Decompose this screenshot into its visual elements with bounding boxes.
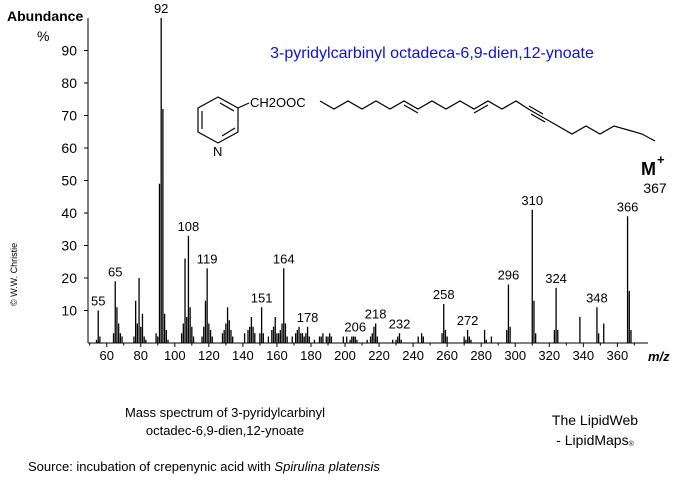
- peak-label: 206: [344, 320, 366, 335]
- source-note: Source: incubation of crepenynic acid wi…: [28, 459, 380, 474]
- y-tick-label: 50: [61, 173, 77, 189]
- x-tick-label: 360: [607, 348, 629, 363]
- brand-block: The LipidWeb - LipidMaps®: [540, 410, 650, 455]
- peak-label: 324: [545, 271, 567, 286]
- caption-line-1: Mass spectrum of 3-pyridylcarbinyl: [124, 405, 326, 420]
- peak-label: 296: [498, 268, 520, 283]
- y-axis-unit: %: [37, 28, 49, 44]
- peak-label: 258: [433, 287, 455, 302]
- peak-label: 272: [457, 313, 479, 328]
- peak-label: 366: [617, 199, 639, 214]
- y-tick-label: 90: [61, 43, 77, 59]
- x-tick-label: 140: [232, 348, 254, 363]
- peak-label: 65: [108, 264, 122, 279]
- x-tick-label: 320: [538, 348, 560, 363]
- x-tick-label: 260: [436, 348, 458, 363]
- x-tick-label: 200: [334, 348, 356, 363]
- x-axis-label: m/z: [648, 349, 670, 364]
- figure-caption: Mass spectrum of 3-pyridylcarbinyl octad…: [100, 404, 350, 440]
- chart-axes: [87, 18, 648, 344]
- chart-title: 3-pyridylcarbinyl octadeca-6,9-dien,12-y…: [270, 45, 594, 62]
- double-bond-9: [403, 104, 419, 114]
- ester-group-label: CH2OOC: [250, 95, 306, 110]
- molecular-ion-annotation: M + 367: [641, 152, 667, 196]
- peak-label: 108: [178, 219, 200, 234]
- y-tick-label: 20: [61, 270, 77, 286]
- double-bond-12: [473, 104, 489, 114]
- peak-label: 348: [586, 290, 608, 305]
- peak-label: 218: [365, 307, 387, 322]
- x-tick-label: 80: [134, 348, 148, 363]
- peak-label: 55: [91, 294, 105, 309]
- y-tick-label: 10: [61, 303, 77, 319]
- x-tick-label: 180: [300, 348, 322, 363]
- pyridine-ring: [197, 96, 239, 144]
- source-organism: Spirulina platensis: [274, 459, 380, 474]
- brand-line-2: - LipidMaps®: [540, 430, 650, 455]
- x-tick-label: 280: [470, 348, 492, 363]
- peak-label: 92: [154, 1, 168, 16]
- y-tick-label: 80: [61, 75, 77, 91]
- x-tick-label: 120: [198, 348, 220, 363]
- x-tick-label: 160: [266, 348, 288, 363]
- peak-label: 232: [389, 316, 411, 331]
- copyright-notice: © W.W. Christie: [9, 243, 19, 306]
- caption-line-2: octadec-6,9-dien,12-ynoate: [145, 423, 305, 438]
- molecular-ion-mz: 367: [643, 180, 667, 196]
- source-prefix: Source: incubation of crepenynic acid wi…: [28, 459, 275, 474]
- x-tick-label: 340: [572, 348, 594, 363]
- peak-label: 310: [521, 193, 543, 208]
- brand-line-1: The LipidWeb: [551, 412, 639, 428]
- y-axis-label: Abundance: [7, 8, 83, 24]
- y-tick-label: 60: [61, 140, 77, 156]
- x-tick-label: 60: [99, 348, 113, 363]
- ring-nitrogen-label: N: [213, 144, 222, 159]
- fatty-acid-chain: [319, 100, 656, 142]
- molecule-structure-drawing: [197, 96, 656, 144]
- molecular-ion-charge: +: [657, 152, 665, 167]
- x-ticks: 60 80 100 120 140 160 180 200 220 240 260 280 300 320…: [89, 343, 635, 363]
- peak-label: 119: [197, 251, 218, 266]
- ring-double-bond: [219, 102, 235, 112]
- molecular-ion-symbol: M: [641, 159, 656, 179]
- ring-double-bond: [221, 127, 236, 137]
- y-tick-label: 70: [61, 108, 77, 124]
- registered-mark: ®: [628, 441, 634, 448]
- y-tick-label: 40: [61, 205, 77, 221]
- peak-label: 151: [251, 290, 273, 305]
- x-tick-label: 100: [164, 348, 186, 363]
- spectrum-peaks: [95, 18, 632, 343]
- ring-substituent-bond: [237, 102, 250, 109]
- peak-label: 178: [297, 310, 319, 325]
- x-tick-label: 300: [504, 348, 526, 363]
- x-tick-label: 220: [368, 348, 390, 363]
- y-tick-label: 30: [61, 238, 77, 254]
- peak-label: 164: [273, 251, 295, 266]
- brand-name: - LipidMaps: [556, 432, 629, 448]
- x-tick-label: 240: [402, 348, 424, 363]
- triple-bond-line: [528, 105, 544, 115]
- triple-bond-line: [530, 113, 546, 123]
- y-ticks: 10 20 30 40 50 60 70 80 90: [61, 43, 88, 319]
